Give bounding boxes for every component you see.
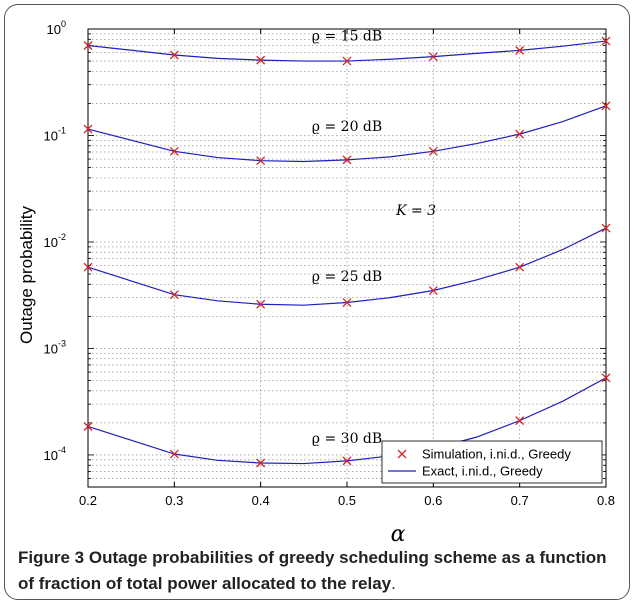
- marker-stroke: [515, 129, 525, 139]
- plot-area: [83, 36, 611, 468]
- x-tick-label: 0.4: [252, 493, 270, 508]
- x-tick-label: 0.6: [424, 493, 442, 508]
- marker-stroke: [256, 299, 266, 309]
- simulation-marker: [428, 286, 438, 295]
- simulation-marker: [601, 373, 611, 383]
- marker-stroke: [601, 373, 611, 383]
- figure-caption: Figure 3 Outage probabilities of greedy …: [18, 545, 618, 597]
- simulation-marker: [342, 298, 352, 307]
- marker-stroke: [601, 101, 611, 111]
- marker-stroke: [601, 36, 611, 46]
- marker-stroke: [83, 124, 93, 134]
- simulation-marker: [256, 299, 266, 309]
- marker-stroke: [169, 50, 179, 60]
- rho-annotation: ϱ = 15 dB: [312, 28, 382, 44]
- simulation-marker: [515, 45, 525, 55]
- y-tick-label: 100: [47, 19, 66, 37]
- series-rho-15-db: [83, 36, 611, 66]
- simulation-marker: [601, 36, 611, 46]
- simulation-marker: [256, 458, 266, 468]
- simulation-marker: [169, 290, 179, 300]
- legend: Simulation, i.ni.d., Greedy Exact, i.ni.d…: [381, 440, 603, 484]
- marker-stroke: [428, 146, 438, 156]
- simulation-marker: [515, 416, 525, 426]
- simulation-marker: [428, 52, 438, 62]
- exact-line: [87, 377, 607, 465]
- legend-marker: [397, 449, 407, 459]
- simulation-marker: [83, 124, 93, 134]
- x-tick-label: 0.3: [165, 493, 183, 508]
- exact-line: [87, 40, 607, 62]
- simulation-marker: [342, 56, 352, 66]
- axis-ticks: 0.2 0.3 0.4 0.5 0.6 0.7 0.8 100 10-1 10-2 10-3 10-4: [44, 19, 616, 508]
- marker-stroke: [428, 52, 438, 62]
- y-axis-label: Outage probability: [17, 206, 36, 344]
- caption-label: Figure 3: [18, 548, 85, 567]
- marker-stroke: [256, 156, 266, 166]
- y-tick-label: 10-4: [44, 445, 66, 463]
- outage-probability-chart: 0.2 0.3 0.4 0.5 0.6 0.7 0.8 100 10-1 10-2 10-3 10-4…: [17, 19, 616, 545]
- marker-stroke: [256, 458, 266, 468]
- rho-annotation: ϱ = 25 dB: [312, 269, 382, 285]
- simulation-marker: [601, 101, 611, 111]
- marker-stroke: [515, 416, 525, 426]
- exact-line: [87, 105, 607, 163]
- x-tick-label: 0.5: [338, 493, 356, 508]
- series-rho-30-db: [83, 373, 611, 468]
- marker-stroke: [83, 262, 93, 272]
- x-tick-label: 0.8: [597, 493, 615, 508]
- marker-stroke: [342, 298, 352, 307]
- simulation-marker: [342, 456, 352, 466]
- simulation-marker: [428, 146, 438, 156]
- exact-line: [87, 227, 607, 306]
- y-tick-label: 10-1: [44, 125, 66, 143]
- marker-stroke: [342, 155, 352, 165]
- caption-end: .: [391, 574, 396, 593]
- y-tick-label: 10-3: [44, 338, 66, 356]
- simulation-marker: [515, 262, 525, 272]
- y-tick-label: 10-2: [44, 232, 66, 250]
- legend-box: [381, 440, 603, 484]
- marker-stroke: [515, 262, 525, 272]
- marker-stroke: [169, 449, 179, 459]
- simulation-marker: [169, 50, 179, 60]
- simulation-marker: [83, 422, 93, 431]
- marker-stroke: [83, 422, 93, 431]
- marker-stroke: [342, 456, 352, 466]
- rho-annotation: ϱ = 20 dB: [312, 119, 382, 135]
- legend-entry: Simulation, i.ni.d., Greedy: [397, 447, 571, 462]
- series-rho-20-db: [83, 101, 611, 166]
- marker-stroke: [169, 146, 179, 156]
- caption-text: Outage probabilities of greedy schedulin…: [18, 548, 607, 593]
- grid: [88, 29, 606, 487]
- rho-annotation: ϱ = 30 dB: [312, 431, 382, 447]
- x-tick-label: 0.7: [511, 493, 529, 508]
- x-tick-label: 0.2: [79, 493, 97, 508]
- marker-stroke: [515, 45, 525, 55]
- simulation-marker: [601, 223, 611, 233]
- simulation-marker: [256, 55, 266, 65]
- marker-stroke: [601, 223, 611, 233]
- simulation-marker: [342, 155, 352, 165]
- marker-stroke: [342, 56, 352, 66]
- series-rho-25-db: [83, 223, 611, 309]
- simulation-marker: [83, 41, 93, 50]
- simulation-marker: [256, 156, 266, 166]
- marker-stroke: [169, 290, 179, 300]
- simulation-marker: [169, 449, 179, 459]
- legend-label: Simulation, i.ni.d., Greedy: [422, 447, 571, 462]
- legend-entry: Exact, i.ni.d., Greedy: [388, 464, 543, 479]
- simulation-marker: [515, 129, 525, 139]
- marker-stroke: [83, 41, 93, 50]
- marker-stroke: [428, 286, 438, 295]
- annotations: ϱ = 15 dB ϱ = 20 dB K = 3 ϱ = 25 dB ϱ = 30 d…: [312, 28, 436, 446]
- marker-stroke: [256, 55, 266, 65]
- simulation-marker: [83, 262, 93, 272]
- legend-label: Exact, i.ni.d., Greedy: [422, 464, 543, 479]
- x-axis-label: α: [391, 522, 406, 545]
- simulation-marker: [169, 146, 179, 156]
- k-annotation: K = 3: [395, 203, 436, 219]
